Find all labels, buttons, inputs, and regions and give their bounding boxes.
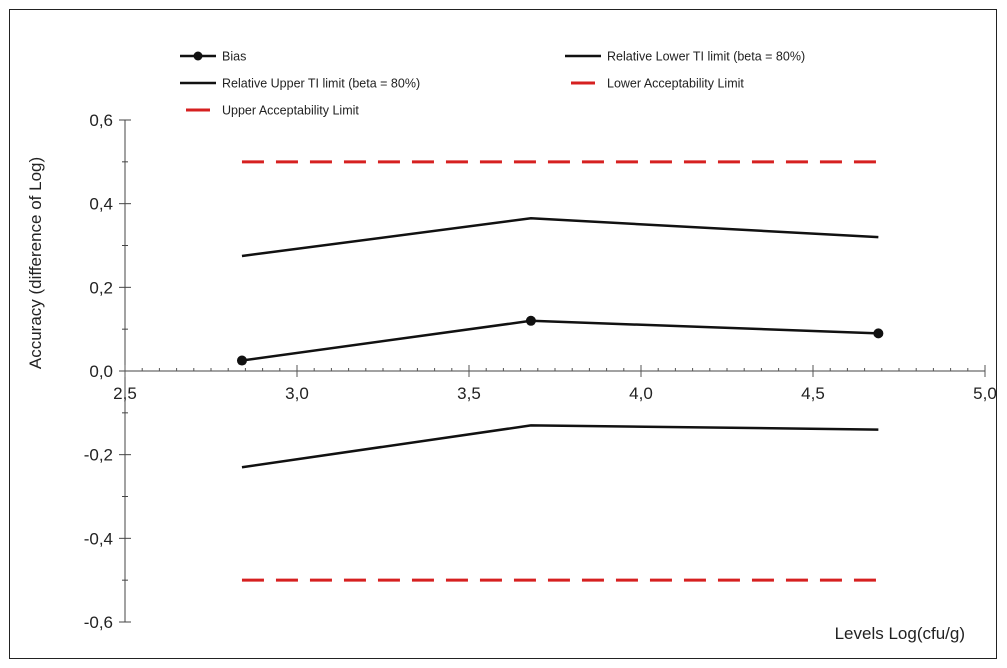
x-tick-label: 2,5 — [113, 384, 137, 403]
y-tick-label: 0,0 — [89, 362, 113, 381]
y-tick-label: 0,6 — [89, 111, 113, 130]
legend-item: Relative Upper TI limit (beta = 80%) — [180, 77, 420, 91]
data-point — [525, 315, 536, 326]
x-axis-label: Levels Log(cfu/g) — [835, 624, 965, 643]
axes: 0,6 0,4 0,2 0,0 -0,2 -0,4 -0,6 2,5 3,0 3,5 4,0 4,5 5… — [84, 111, 997, 632]
chart-canvas: Bias Relative Lower TI limit (beta = 80%)… — [26, 50, 997, 644]
y-tick-label: -0,6 — [84, 613, 113, 632]
plot-area — [236, 160, 884, 582]
legend-label: Upper Acceptability Limit — [222, 104, 359, 118]
legend-label: Relative Upper TI limit (beta = 80%) — [222, 77, 420, 91]
legend-label: Relative Lower TI limit (beta = 80%) — [607, 50, 805, 64]
legend-item: Relative Lower TI limit (beta = 80%) — [565, 50, 805, 64]
y-tick-label: -0,4 — [84, 529, 113, 548]
x-tick-label: 4,0 — [629, 384, 653, 403]
legend: Bias Relative Lower TI limit (beta = 80%)… — [180, 50, 805, 118]
series-line — [241, 424, 879, 469]
y-tick-label: -0,2 — [84, 446, 113, 465]
series-line — [241, 217, 879, 258]
legend-item: Lower Acceptability Limit — [571, 77, 744, 91]
data-point — [236, 355, 247, 366]
chart-frame: Bias Relative Lower TI limit (beta = 80%)… — [9, 9, 997, 659]
legend-label: Bias — [222, 50, 246, 64]
y-tick-label: 0,2 — [89, 278, 113, 297]
x-tick-label: 3,0 — [285, 384, 309, 403]
legend-item: Upper Acceptability Limit — [186, 104, 359, 118]
data-point — [873, 328, 884, 339]
y-tick-label: 0,4 — [89, 195, 113, 214]
x-tick-label: 5,0 — [973, 384, 997, 403]
legend-marker — [193, 51, 203, 61]
x-tick-label: 4,5 — [801, 384, 825, 403]
series-line — [241, 319, 879, 362]
x-tick-label: 3,5 — [457, 384, 481, 403]
legend-item: Bias — [180, 50, 246, 64]
legend-label: Lower Acceptability Limit — [607, 77, 744, 91]
y-axis-label: Accuracy (difference of Log) — [26, 157, 45, 369]
